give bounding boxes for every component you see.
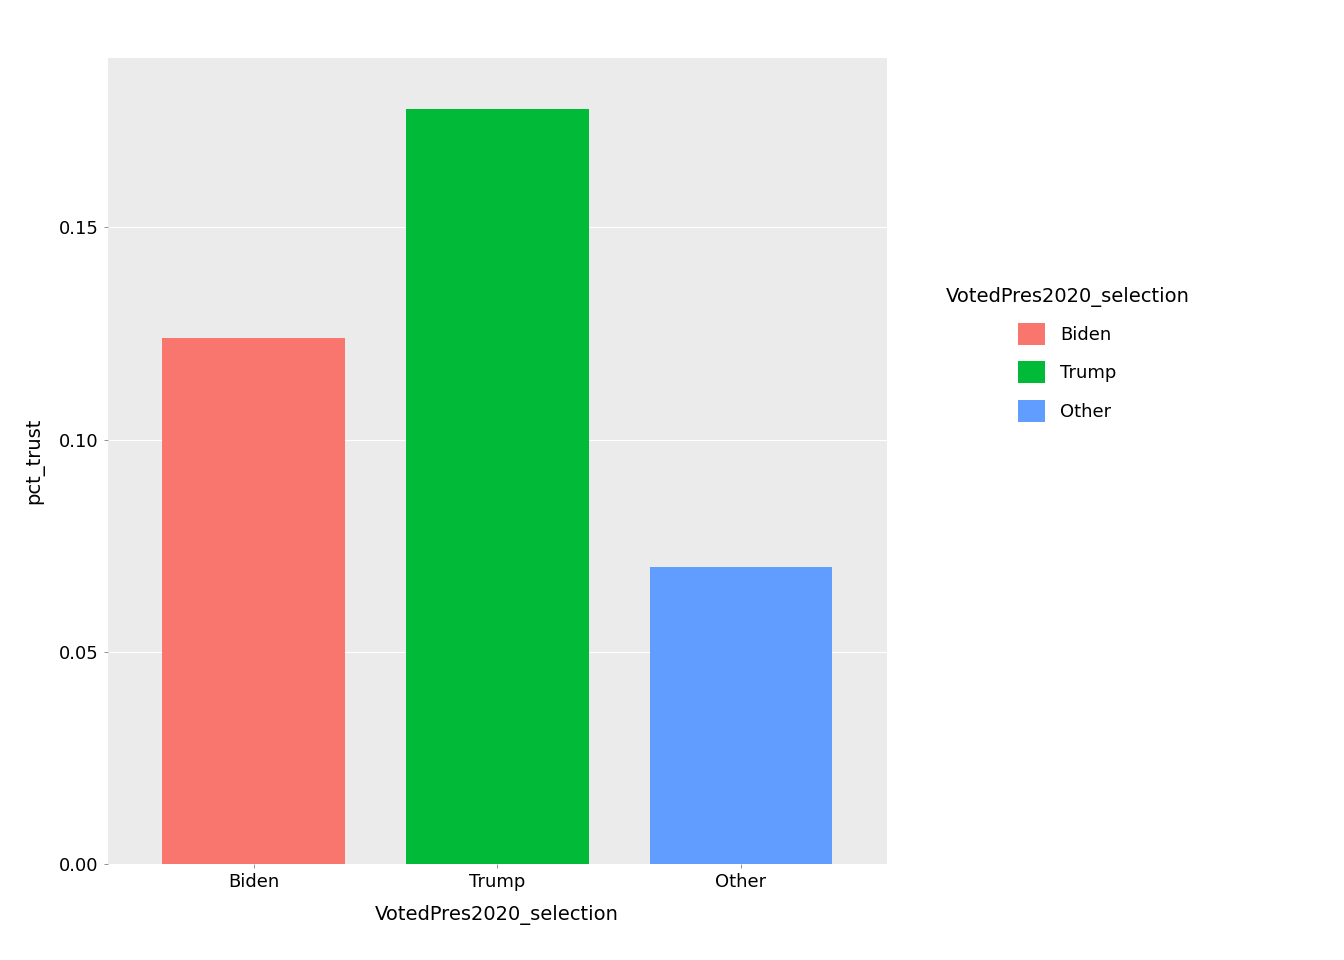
Bar [163,338,345,864]
Y-axis label: pct_trust: pct_trust [26,418,44,504]
Legend: Biden, Trump, Other: Biden, Trump, Other [937,277,1199,431]
Bar [649,567,832,864]
X-axis label: VotedPres2020_selection: VotedPres2020_selection [375,905,620,924]
Bar [406,108,589,864]
